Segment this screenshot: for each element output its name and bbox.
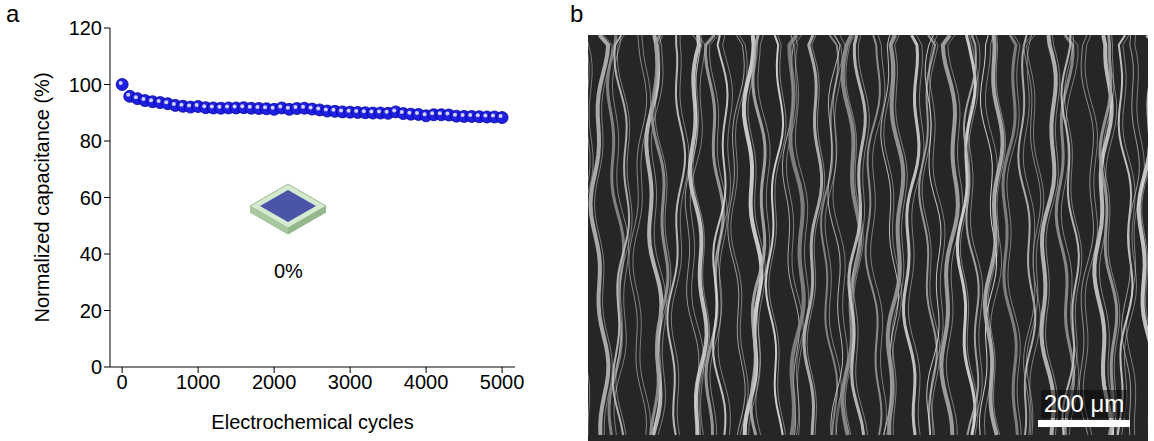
svg-text:4000: 4000 xyxy=(404,371,449,393)
svg-text:Electrochemical cycles: Electrochemical cycles xyxy=(211,411,413,433)
svg-text:60: 60 xyxy=(80,187,102,209)
svg-text:0: 0 xyxy=(91,356,102,378)
svg-text:20: 20 xyxy=(80,300,102,322)
svg-text:2000: 2000 xyxy=(252,371,297,393)
svg-text:1000: 1000 xyxy=(176,371,221,393)
html-text:b: b xyxy=(570,0,584,27)
html-text:200 μm: 200 μm xyxy=(1043,390,1125,417)
svg-text:5000: 5000 xyxy=(480,371,525,393)
svg-text:3000: 3000 xyxy=(328,371,373,393)
svg-text:0: 0 xyxy=(117,371,128,393)
svg-text:80: 80 xyxy=(80,130,102,152)
svg-text:100: 100 xyxy=(69,74,102,96)
html-text:a: a xyxy=(6,0,20,27)
svg-text:Normalized capacitance (%): Normalized capacitance (%) xyxy=(31,72,53,322)
html-text:0%: 0% xyxy=(274,260,303,282)
svg-text:120: 120 xyxy=(69,17,102,39)
svg-text:40: 40 xyxy=(80,243,102,265)
